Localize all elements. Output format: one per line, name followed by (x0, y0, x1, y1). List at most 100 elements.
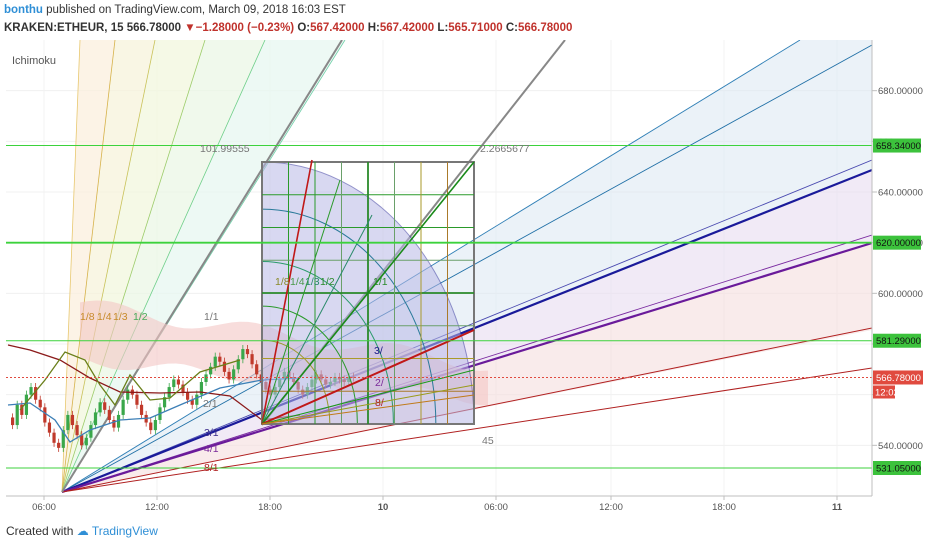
candle-body (112, 420, 116, 428)
candle-body (153, 420, 157, 431)
gann-box-fan (261, 384, 475, 425)
y-tick-label: 540.00000 (878, 441, 923, 452)
x-tick-label: 18:00 (712, 502, 736, 513)
fan-annotation: 8/ (375, 397, 384, 409)
fan-annotation: 101.99555 (200, 143, 250, 155)
fan-annotation: 1/1 (204, 311, 219, 323)
candle-body (89, 425, 93, 438)
fan-annotation: 2/1 (203, 398, 218, 410)
candle-body (135, 394, 139, 405)
ichimoku-lines (7, 344, 301, 443)
level-tag (873, 461, 921, 476)
x-tick-label: 06:00 (32, 502, 56, 513)
candle-body (204, 374, 208, 382)
candle-body (38, 399, 42, 408)
down-arrow-icon: ▼ (184, 22, 196, 34)
candle-body (66, 414, 70, 431)
fan-line (61, 44, 872, 493)
candle-body (11, 417, 15, 426)
ichimoku-line (19, 351, 241, 411)
candle-body (98, 402, 102, 413)
fan-annotation: 1/8 (80, 311, 95, 323)
fan-line (61, 40, 81, 493)
current-price-tag (873, 370, 923, 385)
candle-body (84, 437, 88, 446)
current-price-tag-label: 566.78000 (876, 373, 921, 384)
level-tag-label: 658.34000 (876, 141, 921, 152)
candle-body (126, 389, 130, 400)
candle-body (103, 402, 107, 410)
horizontal-levels (6, 145, 872, 469)
level-tag (873, 333, 921, 348)
published-text: published on TradingView.com, March 09, … (42, 4, 346, 16)
candle-body (255, 364, 259, 375)
candle-body (209, 366, 213, 375)
gann-box-fan (261, 179, 341, 425)
candle-body (52, 432, 56, 443)
candle-body (245, 349, 250, 355)
author-link[interactable]: bonthu (4, 4, 43, 16)
candle-body (121, 399, 125, 415)
candle-body (75, 425, 79, 436)
gann-box-fan (261, 394, 475, 425)
candle-body (227, 371, 231, 380)
candle-body (29, 387, 33, 395)
fan-annotation: 45 (482, 435, 494, 447)
fan-line (61, 40, 206, 493)
candle-body (218, 356, 222, 362)
candle-body (20, 404, 24, 415)
fan-annotation: 3/ (374, 345, 383, 357)
footer: Created with ☁ TradingView (6, 524, 158, 538)
countdown-tag (873, 385, 895, 399)
gann-box-fan (261, 161, 475, 425)
candle-body (199, 382, 204, 395)
level-tag-label: 581.29000 (876, 336, 921, 347)
candle-body (34, 387, 38, 400)
candle-body (241, 349, 245, 360)
close-value: 566.78000 (518, 22, 573, 34)
tradingview-brand[interactable]: TradingView (91, 524, 158, 538)
fan-line (61, 168, 872, 494)
fan-annotation: 2.2665677 (480, 143, 530, 155)
candle-body (43, 407, 47, 423)
candle-body (24, 394, 29, 415)
candle-body (57, 442, 61, 448)
candle-body (250, 354, 254, 365)
x-tick-label: 18:00 (258, 502, 282, 513)
fan-annotation: 2/ (375, 377, 384, 389)
candle-body (139, 404, 144, 415)
y-tick-label: 600.00000 (878, 289, 923, 300)
candle-body (61, 430, 65, 448)
created-with-text: Created with (6, 524, 74, 538)
candle-body (222, 361, 227, 372)
candle-body (186, 392, 190, 400)
high-value: 567.42000 (379, 22, 435, 34)
fan-annotation: 1/2 (320, 276, 335, 288)
candle-body (195, 394, 199, 405)
tradingview-logo-icon: ☁ (76, 524, 89, 538)
high-label: H: (367, 22, 380, 34)
open-value: 567.42000 (310, 22, 365, 34)
indicator-legend[interactable]: Ichimoku (12, 55, 57, 67)
x-tick-label: 12:00 (599, 502, 623, 513)
candle-body (70, 414, 75, 426)
candle-body (232, 369, 236, 380)
candle-body (149, 422, 153, 431)
gann-box (261, 159, 475, 425)
x-tick-label: 11 (832, 502, 843, 513)
x-axis: 06:00 12:00 18:00 10 06:00 12:00 18:00 11 (32, 496, 843, 513)
fan-line (61, 367, 872, 493)
fan-annotation: 3/1 (204, 427, 219, 439)
ichimoku-line (7, 377, 301, 443)
price-tags: 658.34000 620.00000 581.29000 531.05000 566.… (873, 138, 923, 476)
candle-body (162, 397, 167, 408)
candle-body (176, 379, 180, 385)
x-tick-label: 10 (378, 502, 389, 513)
candle-body (15, 404, 19, 426)
symbol-line: KRAKEN:ETHEUR, 15 566.78000 ▼−1.28000 (−… (4, 22, 572, 34)
candle-body (190, 399, 194, 405)
candle-body (236, 359, 240, 370)
candle-body (93, 412, 98, 426)
